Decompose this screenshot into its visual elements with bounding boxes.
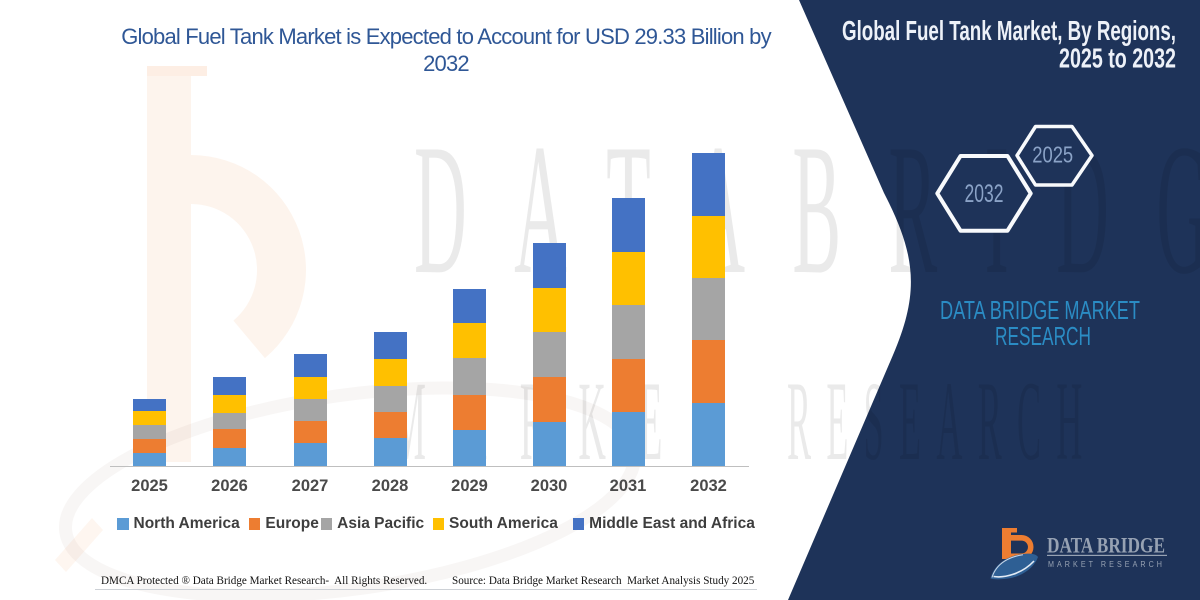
svg-text:2025: 2025: [1032, 142, 1073, 168]
svg-text:Global Fuel Tank Market, By Re: Global Fuel Tank Market, By Regions,: [842, 15, 1176, 46]
svg-text:RESEARCH: RESEARCH: [787, 359, 1098, 484]
svg-text:DATA BRIDGE MARKET: DATA BRIDGE MARKET: [940, 295, 1140, 325]
svg-text:2025 to 2032: 2025 to 2032: [1059, 43, 1176, 74]
svg-text:2032: 2032: [965, 180, 1004, 208]
svg-text:MARKET RESEARCH: MARKET RESEARCH: [1048, 560, 1165, 569]
svg-text:RESEARCH: RESEARCH: [995, 321, 1091, 351]
svg-text:DATA BRIDGE: DATA BRIDGE: [1047, 533, 1165, 558]
